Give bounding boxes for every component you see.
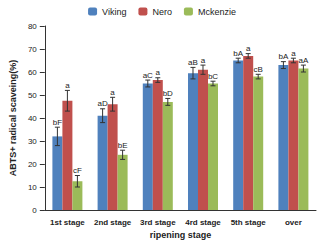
svg-text:aD: aD (97, 99, 107, 108)
svg-text:a: a (110, 88, 115, 97)
svg-text:ripening stage: ripening stage (150, 230, 212, 240)
svg-text:1st stage: 1st stage (50, 218, 85, 227)
svg-text:40: 40 (28, 114, 37, 123)
svg-text:bC: bC (208, 72, 218, 81)
svg-text:bF: bF (53, 118, 62, 127)
svg-text:2nd stage: 2nd stage (94, 218, 132, 227)
svg-text:cB: cB (254, 65, 263, 74)
svg-text:aC: aC (143, 71, 153, 80)
svg-text:80: 80 (28, 22, 37, 31)
svg-text:Mckenzie: Mckenzie (198, 7, 236, 17)
svg-text:ABTS+ radical scaveing(%): ABTS+ radical scaveing(%) (8, 60, 18, 176)
svg-text:3rd stage: 3rd stage (140, 218, 176, 227)
svg-text:a: a (291, 49, 296, 58)
svg-text:over: over (285, 218, 302, 227)
svg-text:a: a (65, 81, 70, 90)
svg-text:aB: aB (188, 58, 198, 67)
svg-text:4rd stage: 4rd stage (185, 218, 221, 227)
svg-text:a: a (246, 44, 251, 53)
svg-text:Viking: Viking (102, 7, 126, 17)
svg-text:cF: cF (73, 166, 82, 175)
svg-text:bA: bA (233, 49, 243, 58)
svg-text:50: 50 (28, 91, 37, 100)
svg-text:10: 10 (28, 183, 37, 192)
svg-text:70: 70 (28, 45, 37, 54)
svg-text:20: 20 (28, 160, 37, 169)
svg-text:bE: bE (118, 141, 128, 150)
svg-text:bA: bA (279, 52, 289, 61)
svg-text:Nero: Nero (152, 7, 172, 17)
svg-text:aA: aA (299, 56, 309, 65)
svg-text:0: 0 (32, 206, 37, 215)
svg-text:bD: bD (163, 89, 173, 98)
svg-text:a: a (201, 56, 206, 65)
svg-text:60: 60 (28, 68, 37, 77)
svg-text:5th stage: 5th stage (231, 218, 267, 227)
svg-text:a: a (156, 68, 161, 77)
svg-text:30: 30 (28, 137, 37, 146)
